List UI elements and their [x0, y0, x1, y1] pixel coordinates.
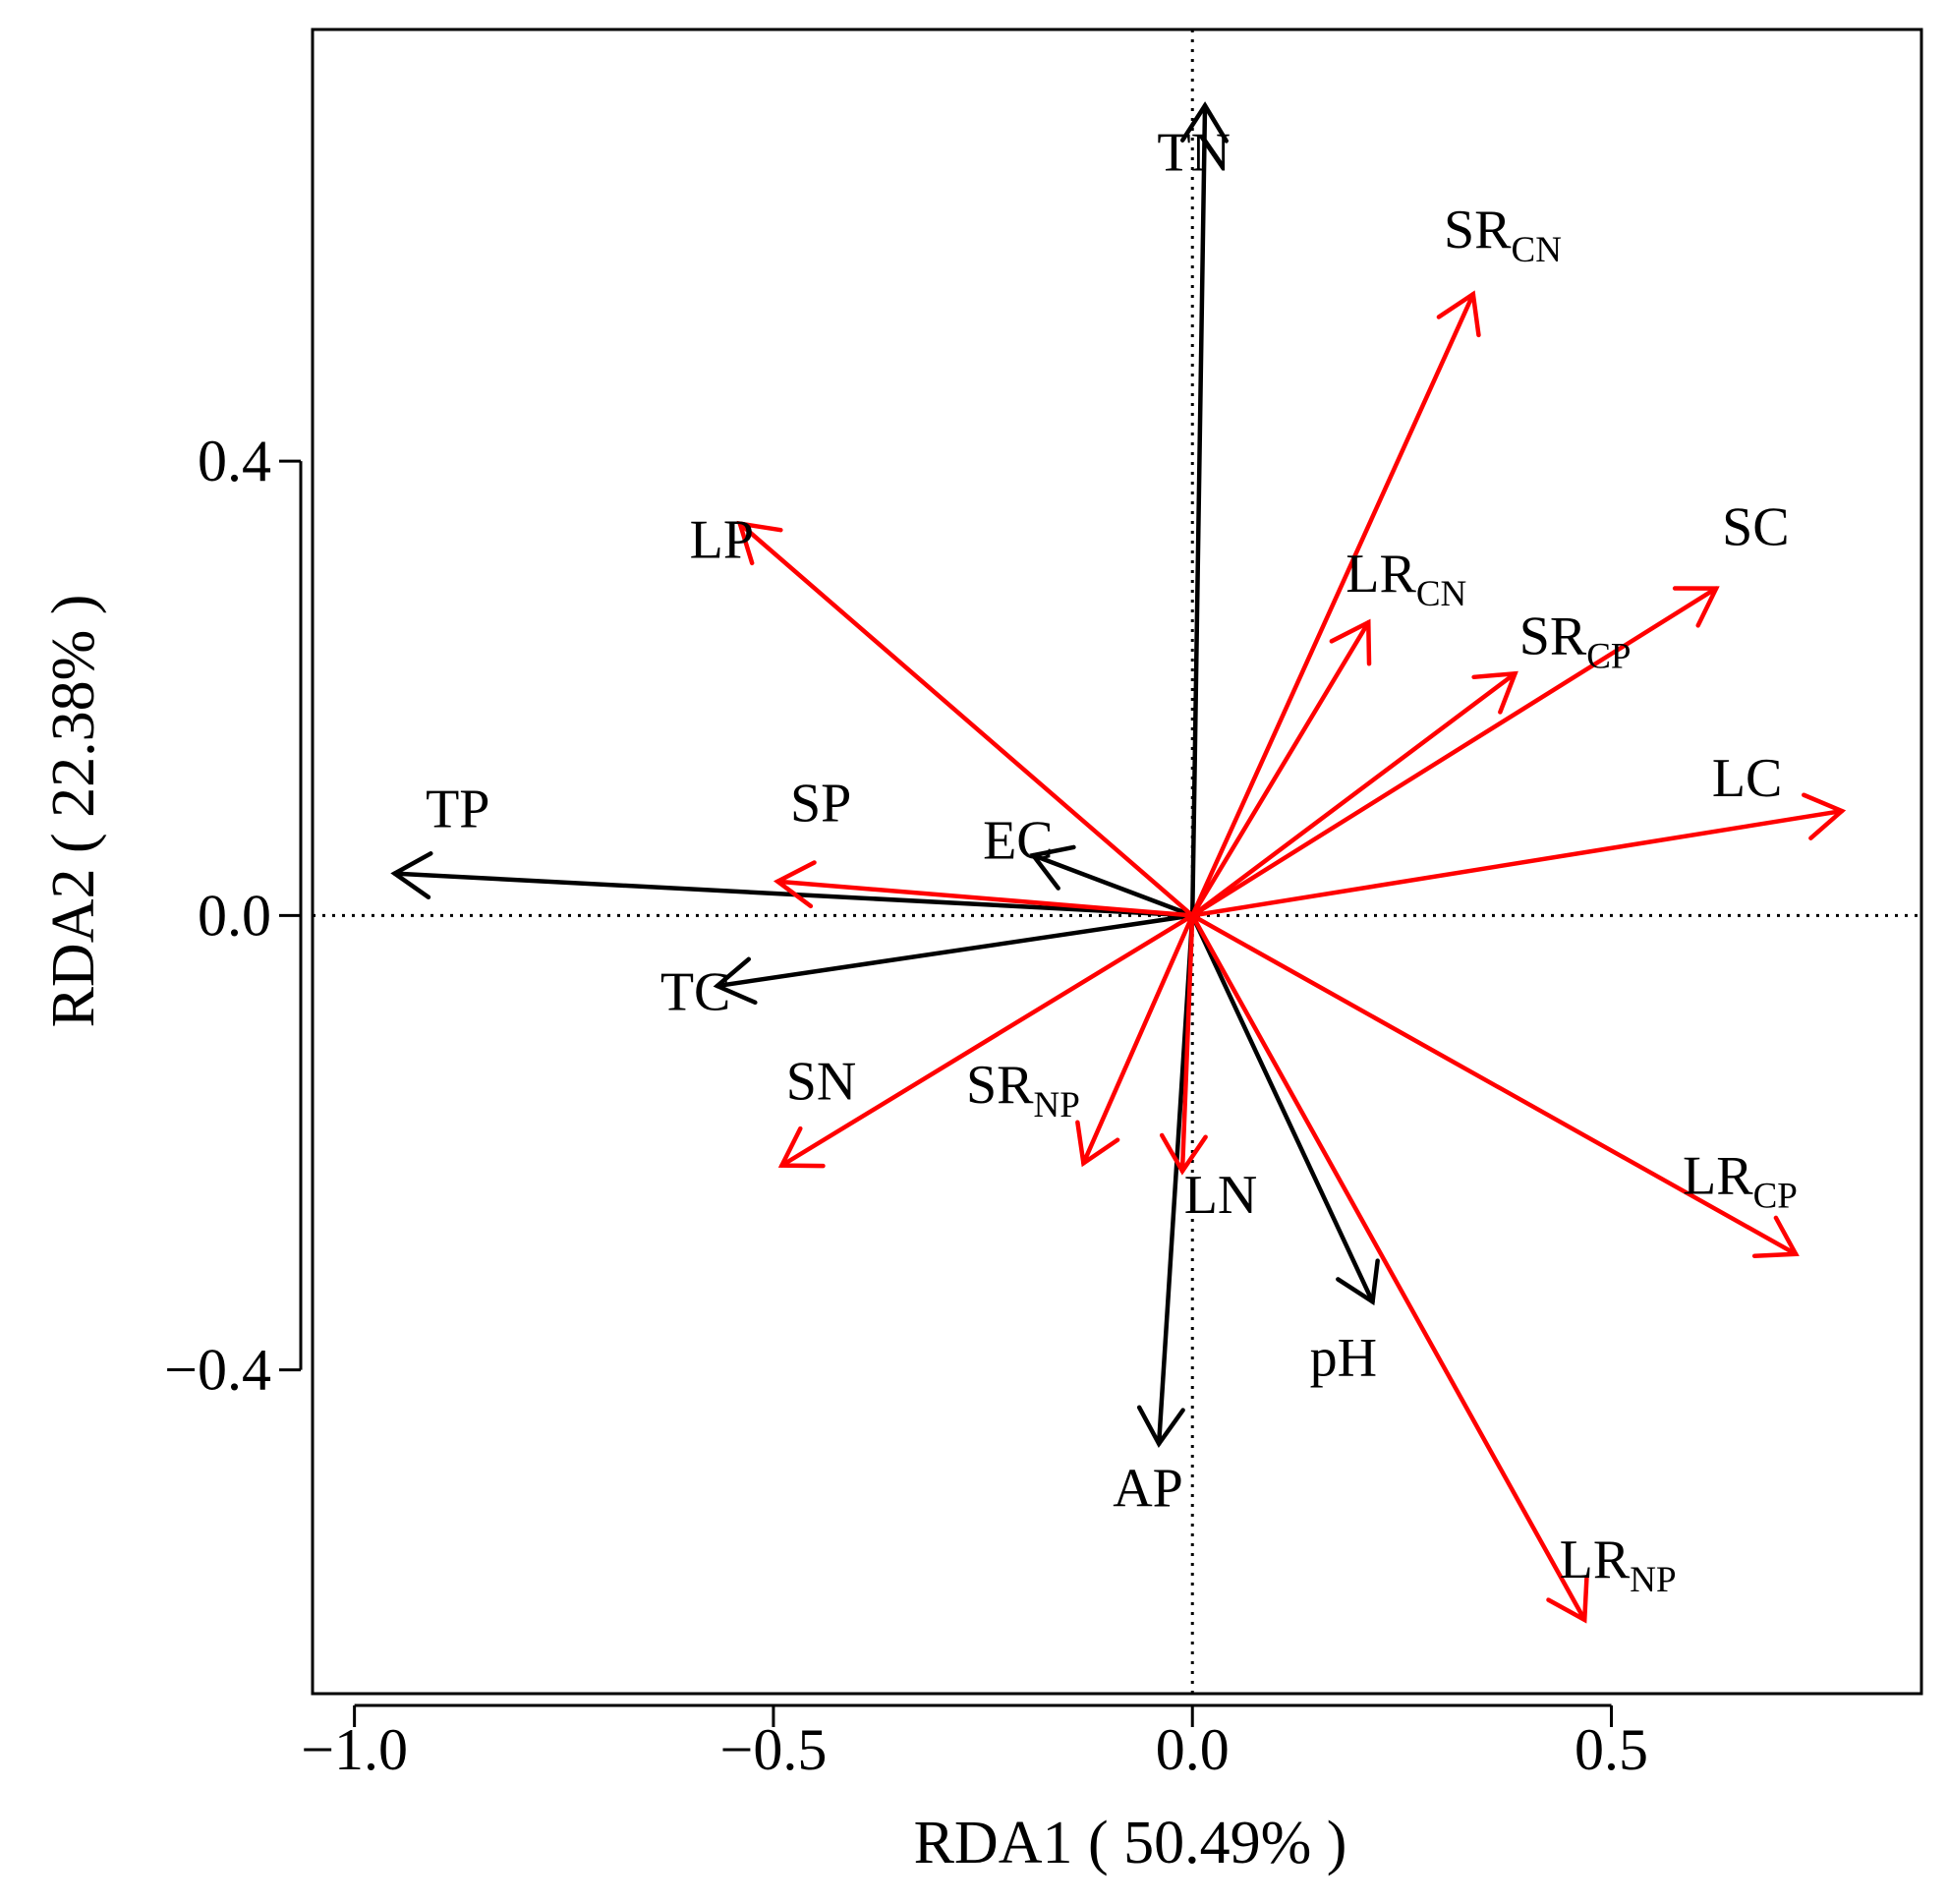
vector-EC — [1029, 844, 1195, 918]
vector-SRCP — [1189, 670, 1518, 918]
vector-labels: TN TP TC EC AP pH SRCN SC LRCN SRCP LC LP SP SN SRNP LN… — [426, 122, 1798, 1600]
vector-label-TC: TC — [660, 961, 731, 1022]
vector-line-pH — [1189, 913, 1375, 1304]
vector-LP — [736, 520, 1195, 918]
vector-arrowhead-SC — [1672, 586, 1720, 628]
vector-line-TN — [1189, 103, 1208, 918]
vector-pH — [1189, 913, 1380, 1306]
vector-label-SRNP: SRNP — [966, 1055, 1080, 1125]
vector-arrowhead-pH — [1336, 1258, 1380, 1306]
vector-label-SN: SN — [786, 1052, 857, 1113]
vector-label-LC: LC — [1712, 748, 1783, 809]
vector-line-SC — [1189, 586, 1719, 918]
vector-LRNP — [1189, 913, 1589, 1624]
x-tick-label: −0.5 — [720, 1717, 828, 1782]
vector-arrowhead-TP — [390, 851, 433, 899]
vector-line-LRNP — [1189, 913, 1587, 1623]
vector-label-SRCP: SRCP — [1519, 606, 1632, 677]
vector-label-SP: SP — [790, 773, 851, 834]
vector-arrowhead-LC — [1802, 792, 1847, 840]
y-tick-label: −0.4 — [164, 1338, 271, 1403]
vector-SRNP — [1075, 913, 1195, 1168]
vector-arrowhead-SP — [773, 860, 817, 909]
vector-arrowhead-EC — [1029, 844, 1076, 891]
vector-label-EC: EC — [983, 811, 1054, 872]
y-tick-label: 0.4 — [198, 429, 271, 493]
vector-label-LRNP: LRNP — [1560, 1529, 1677, 1600]
vector-SRCN — [1189, 290, 1481, 918]
vector-line-EC — [1030, 852, 1195, 918]
vector-label-LRCP: LRCP — [1683, 1146, 1798, 1217]
vector-arrowhead-LN — [1159, 1132, 1208, 1176]
vector-arrowhead-SRCP — [1471, 670, 1518, 715]
vector-arrowhead-AP — [1136, 1405, 1185, 1448]
vector-arrowhead-SRNP — [1075, 1120, 1120, 1168]
vector-arrowhead-LRNP — [1546, 1576, 1589, 1624]
vector-line-LRCP — [1189, 913, 1799, 1257]
vector-arrowhead-LRCN — [1329, 618, 1372, 666]
vector-line-LC — [1189, 808, 1845, 918]
vector-LRCP — [1189, 913, 1800, 1259]
vector-label-LP: LP — [690, 509, 754, 570]
vector-arrowhead-LP — [736, 520, 783, 566]
vector-label-SC: SC — [1722, 497, 1790, 558]
vector-line-LP — [737, 521, 1195, 918]
x-tick-label: −1.0 — [301, 1717, 408, 1782]
x-tick-label: 0.5 — [1575, 1717, 1648, 1782]
reference-lines — [313, 29, 1921, 1694]
vector-line-TC — [715, 913, 1195, 989]
vector-arrowhead-TN — [1179, 101, 1229, 144]
vector-line-SRCP — [1189, 670, 1518, 918]
vector-line-LN — [1179, 913, 1195, 1174]
vector-label-AP: AP — [1113, 1458, 1183, 1519]
vector-LN — [1159, 913, 1208, 1176]
vector-LRCN — [1189, 618, 1372, 918]
vector-label-TN: TN — [1157, 122, 1231, 183]
plot-frame — [311, 28, 1923, 1696]
x-tick-label: 0.0 — [1156, 1717, 1230, 1782]
vector-SC — [1189, 586, 1720, 918]
vector-line-SRCN — [1189, 292, 1476, 918]
x-axis-title: RDA1 ( 50.49% ) — [914, 1810, 1347, 1876]
y-axis: −0.4 0.0 0.4 — [164, 429, 303, 1403]
vector-arrowhead-LRCP — [1751, 1215, 1800, 1259]
vector-TN — [1179, 101, 1229, 918]
vector-SP — [773, 860, 1195, 918]
vector-arrowhead-TC — [713, 956, 758, 1006]
vector-arrows — [390, 101, 1847, 1624]
vector-line-LRCN — [1189, 619, 1371, 918]
vector-label-LRCN: LRCN — [1346, 544, 1466, 614]
vector-LC — [1189, 792, 1847, 918]
vector-line-SRNP — [1081, 913, 1195, 1166]
x-axis: −1.0 −0.5 0.0 0.5 — [301, 1703, 1648, 1782]
vector-SN — [777, 913, 1195, 1169]
vector-label-LN: LN — [1184, 1165, 1258, 1226]
y-axis-title: RDA2 ( 22.38% ) — [40, 595, 107, 1028]
vector-line-SN — [779, 913, 1195, 1168]
vector-line-SP — [774, 879, 1195, 918]
vector-label-TP: TP — [426, 779, 489, 839]
vector-TC — [713, 913, 1195, 1006]
vector-arrowhead-SN — [777, 1125, 826, 1169]
vector-arrowhead-SRCN — [1436, 290, 1481, 338]
vector-label-pH: pH — [1310, 1327, 1377, 1388]
vector-label-SRCN: SRCN — [1444, 200, 1562, 270]
y-tick-label: 0.0 — [198, 883, 271, 948]
